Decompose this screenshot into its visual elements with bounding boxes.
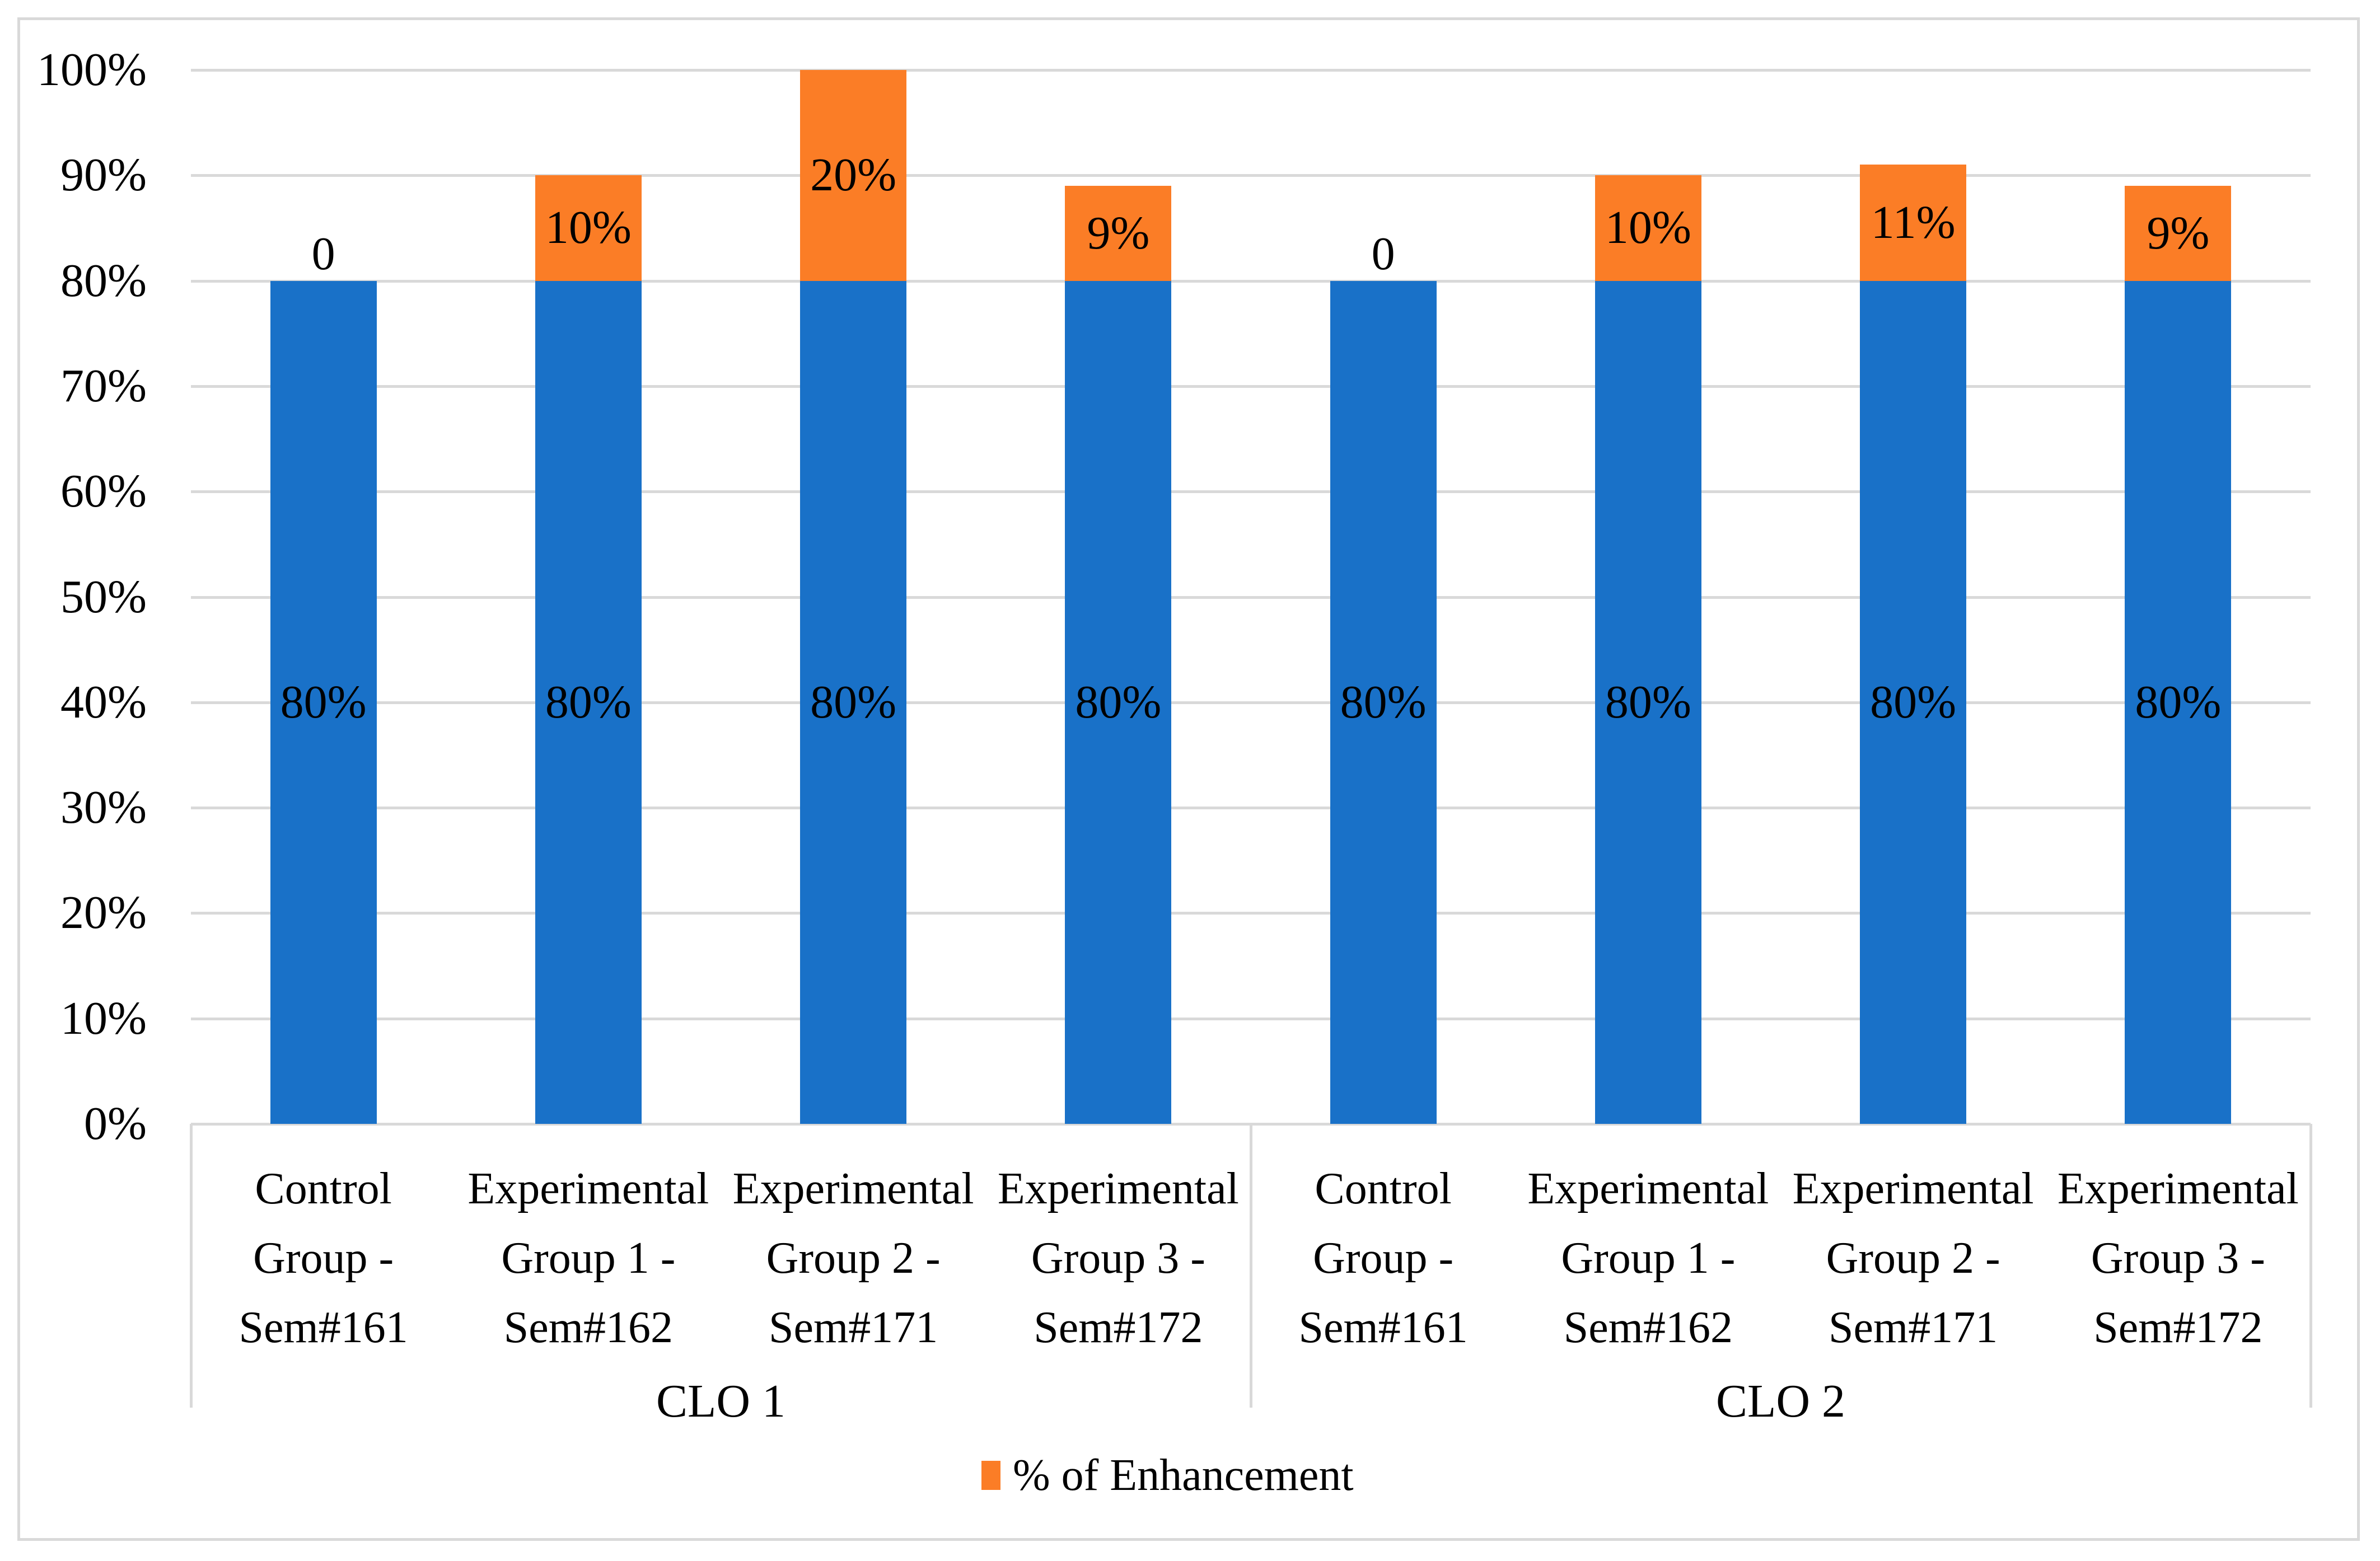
chart-border <box>17 17 2360 1541</box>
bar-value-label: 11% <box>1871 196 1956 249</box>
y-axis-tick-label: 100% <box>37 44 147 96</box>
legend: % of Enhancement <box>981 1453 1354 1498</box>
bar-value-label: 0 <box>311 227 335 280</box>
category-label: Experimental Group 3 - Sem#172 <box>2046 1154 2311 1362</box>
bar-value-label: 10% <box>1605 201 1691 254</box>
bar-segment <box>1065 280 1172 1124</box>
y-axis-tick-label: 90% <box>60 149 147 201</box>
bar-segment <box>2125 186 2232 281</box>
bar-segment <box>800 70 907 281</box>
category-label-line: Sem#171 <box>769 1303 938 1352</box>
category-label-line: Group 2 - <box>1826 1234 2000 1283</box>
gridline <box>191 490 2311 494</box>
y-axis-tick-label: 0% <box>84 1098 147 1150</box>
gridline <box>191 701 2311 704</box>
category-label-line: Experimental <box>997 1164 1239 1213</box>
y-axis-tick-label: 70% <box>60 359 147 412</box>
y-axis-tick-label: 50% <box>60 570 147 623</box>
category-label-line: Sem#172 <box>2093 1303 2263 1352</box>
bar-segment <box>1860 280 1967 1124</box>
gridline <box>191 807 2311 810</box>
category-label: Experimental Group 1 - Sem#162 <box>1516 1154 1780 1362</box>
category-label-line: Group 2 - <box>766 1234 941 1283</box>
bar-value-label: 80% <box>810 676 897 728</box>
category-label-line: Experimental <box>1527 1164 1769 1213</box>
legend-label: % of Enhancement <box>1013 1451 1354 1500</box>
category-label-line: Experimental <box>732 1164 974 1213</box>
gridline <box>191 279 2311 283</box>
bar-value-label: 80% <box>280 676 367 728</box>
bar-value-label: 80% <box>1605 676 1691 728</box>
category-label-line: Group 1 - <box>1561 1234 1736 1283</box>
category-divider <box>2309 1124 2312 1408</box>
category-label-line: Group 3 - <box>2091 1234 2265 1283</box>
y-axis-tick-label: 80% <box>60 254 147 307</box>
axis-group-label: CLO 1 <box>656 1375 785 1427</box>
gridline <box>191 912 2311 915</box>
bar-value-label: 80% <box>1340 676 1427 728</box>
category-label-line: Group - <box>253 1234 394 1283</box>
category-label-line: Sem#162 <box>503 1303 673 1352</box>
y-axis-tick-label: 40% <box>60 676 147 728</box>
gridline <box>191 174 2311 177</box>
bar-value-label: 80% <box>545 676 632 728</box>
category-label: Experimental Group 2 - Sem#171 <box>1781 1154 2046 1362</box>
category-label-line: Sem#162 <box>1563 1303 1733 1352</box>
y-axis-tick-label: 60% <box>60 465 147 518</box>
gridline <box>191 69 2311 72</box>
bar-segment <box>1330 280 1437 1124</box>
bar-value-label: 9% <box>1087 207 1150 259</box>
category-label: Experimental Group 1 - Sem#162 <box>456 1154 721 1362</box>
category-label: Control Group - Sem#161 <box>191 1154 456 1362</box>
bar-segment <box>535 280 642 1124</box>
category-label-line: Sem#161 <box>239 1303 408 1352</box>
bar-segment <box>535 175 642 281</box>
bar-value-label: 10% <box>545 201 632 254</box>
y-axis-tick-label: 20% <box>60 887 147 939</box>
category-label-line: Experimental <box>2057 1164 2299 1213</box>
category-label-line: Experimental <box>1792 1164 2034 1213</box>
y-axis-tick-label: 10% <box>60 992 147 1044</box>
category-label: Control Group - Sem#161 <box>1251 1154 1516 1362</box>
category-label-line: Control <box>255 1164 392 1213</box>
bar-value-label: 0 <box>1371 227 1395 280</box>
category-label-line: Group 1 - <box>501 1234 676 1283</box>
category-label-line: Sem#161 <box>1298 1303 1468 1352</box>
bar-segment <box>1595 280 1701 1124</box>
category-label-line: Experimental <box>467 1164 709 1213</box>
bar-value-label: 80% <box>1075 676 1162 728</box>
category-label: Experimental Group 3 - Sem#172 <box>986 1154 1251 1362</box>
category-divider <box>1250 1124 1252 1408</box>
bar-segment <box>2125 280 2232 1124</box>
bar-value-label: 9% <box>2147 207 2210 259</box>
category-label-line: Group 3 - <box>1031 1234 1205 1283</box>
gridline <box>191 385 2311 388</box>
bar-value-label: 80% <box>1870 676 1957 728</box>
category-label-line: Sem#171 <box>1829 1303 1998 1352</box>
bar-segment <box>1065 186 1172 281</box>
axis-group-label: CLO 2 <box>1716 1375 1845 1427</box>
category-label: Experimental Group 2 - Sem#171 <box>721 1154 986 1362</box>
bar-segment <box>800 280 907 1124</box>
category-label-line: Control <box>1315 1164 1452 1213</box>
category-label-line: Group - <box>1313 1234 1454 1283</box>
category-label-line: Sem#172 <box>1034 1303 1203 1352</box>
gridline <box>191 596 2311 599</box>
bar-segment <box>270 280 377 1124</box>
y-axis-tick-label: 30% <box>60 781 147 834</box>
bar-segment <box>1860 165 1967 281</box>
legend-swatch-enhancement-icon <box>981 1461 1000 1490</box>
gridline <box>191 1017 2311 1020</box>
bar-value-label: 80% <box>2135 676 2222 728</box>
bar-value-label: 20% <box>810 149 897 201</box>
category-divider <box>190 1124 193 1408</box>
bar-segment <box>1595 175 1701 281</box>
